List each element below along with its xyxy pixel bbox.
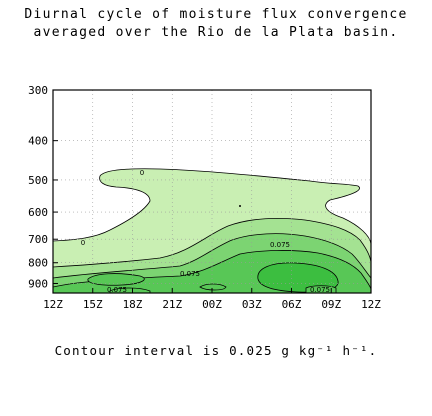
chart-title-line-1: Diurnal cycle of moisture flux convergen… bbox=[24, 7, 408, 22]
contour-level-5b bbox=[87, 273, 145, 286]
x-tick-label: 12Z bbox=[361, 298, 381, 311]
x-tick-label: 15Z bbox=[83, 298, 103, 311]
y-tick-label: 400 bbox=[28, 135, 48, 148]
contour-level-5 bbox=[257, 262, 339, 293]
contour-label-0075-mid: 0.075 bbox=[180, 270, 200, 278]
y-tick-label: 800 bbox=[28, 257, 48, 270]
y-tick-label: 700 bbox=[28, 233, 48, 246]
y-tick-label: 600 bbox=[28, 206, 48, 219]
x-tick-label: 03Z bbox=[242, 298, 262, 311]
contour-label-0075-bottom-left: 0.075 bbox=[107, 286, 127, 294]
contour-dot bbox=[239, 205, 241, 207]
contour-level-5e bbox=[305, 285, 337, 293]
x-tick-label: 00Z bbox=[202, 298, 222, 311]
x-tick-label: 18Z bbox=[123, 298, 143, 311]
y-tick-label: 500 bbox=[28, 174, 48, 187]
x-tick-label: 09Z bbox=[321, 298, 341, 311]
contour-label-0075-right: 0.075 bbox=[270, 241, 290, 249]
x-tick-label: 21Z bbox=[162, 298, 182, 311]
x-tick-label: 06Z bbox=[282, 298, 302, 311]
contour-level-5c bbox=[199, 283, 227, 291]
y-tick-label: 900 bbox=[28, 277, 48, 290]
chart-title-line-2: averaged over the Rio de la Plata basin. bbox=[33, 25, 399, 40]
contour-label-0-top: 0 bbox=[140, 169, 144, 177]
contour-label-0-left: 0 bbox=[81, 239, 85, 247]
y-tick-label: 300 bbox=[28, 84, 48, 97]
x-tick-label: 12Z bbox=[43, 298, 63, 311]
contour-label-0075-bottom-right: 0.075 bbox=[310, 286, 330, 294]
contour-interval-caption: Contour interval is 0.025 g kg⁻¹ h⁻¹. bbox=[54, 343, 378, 358]
